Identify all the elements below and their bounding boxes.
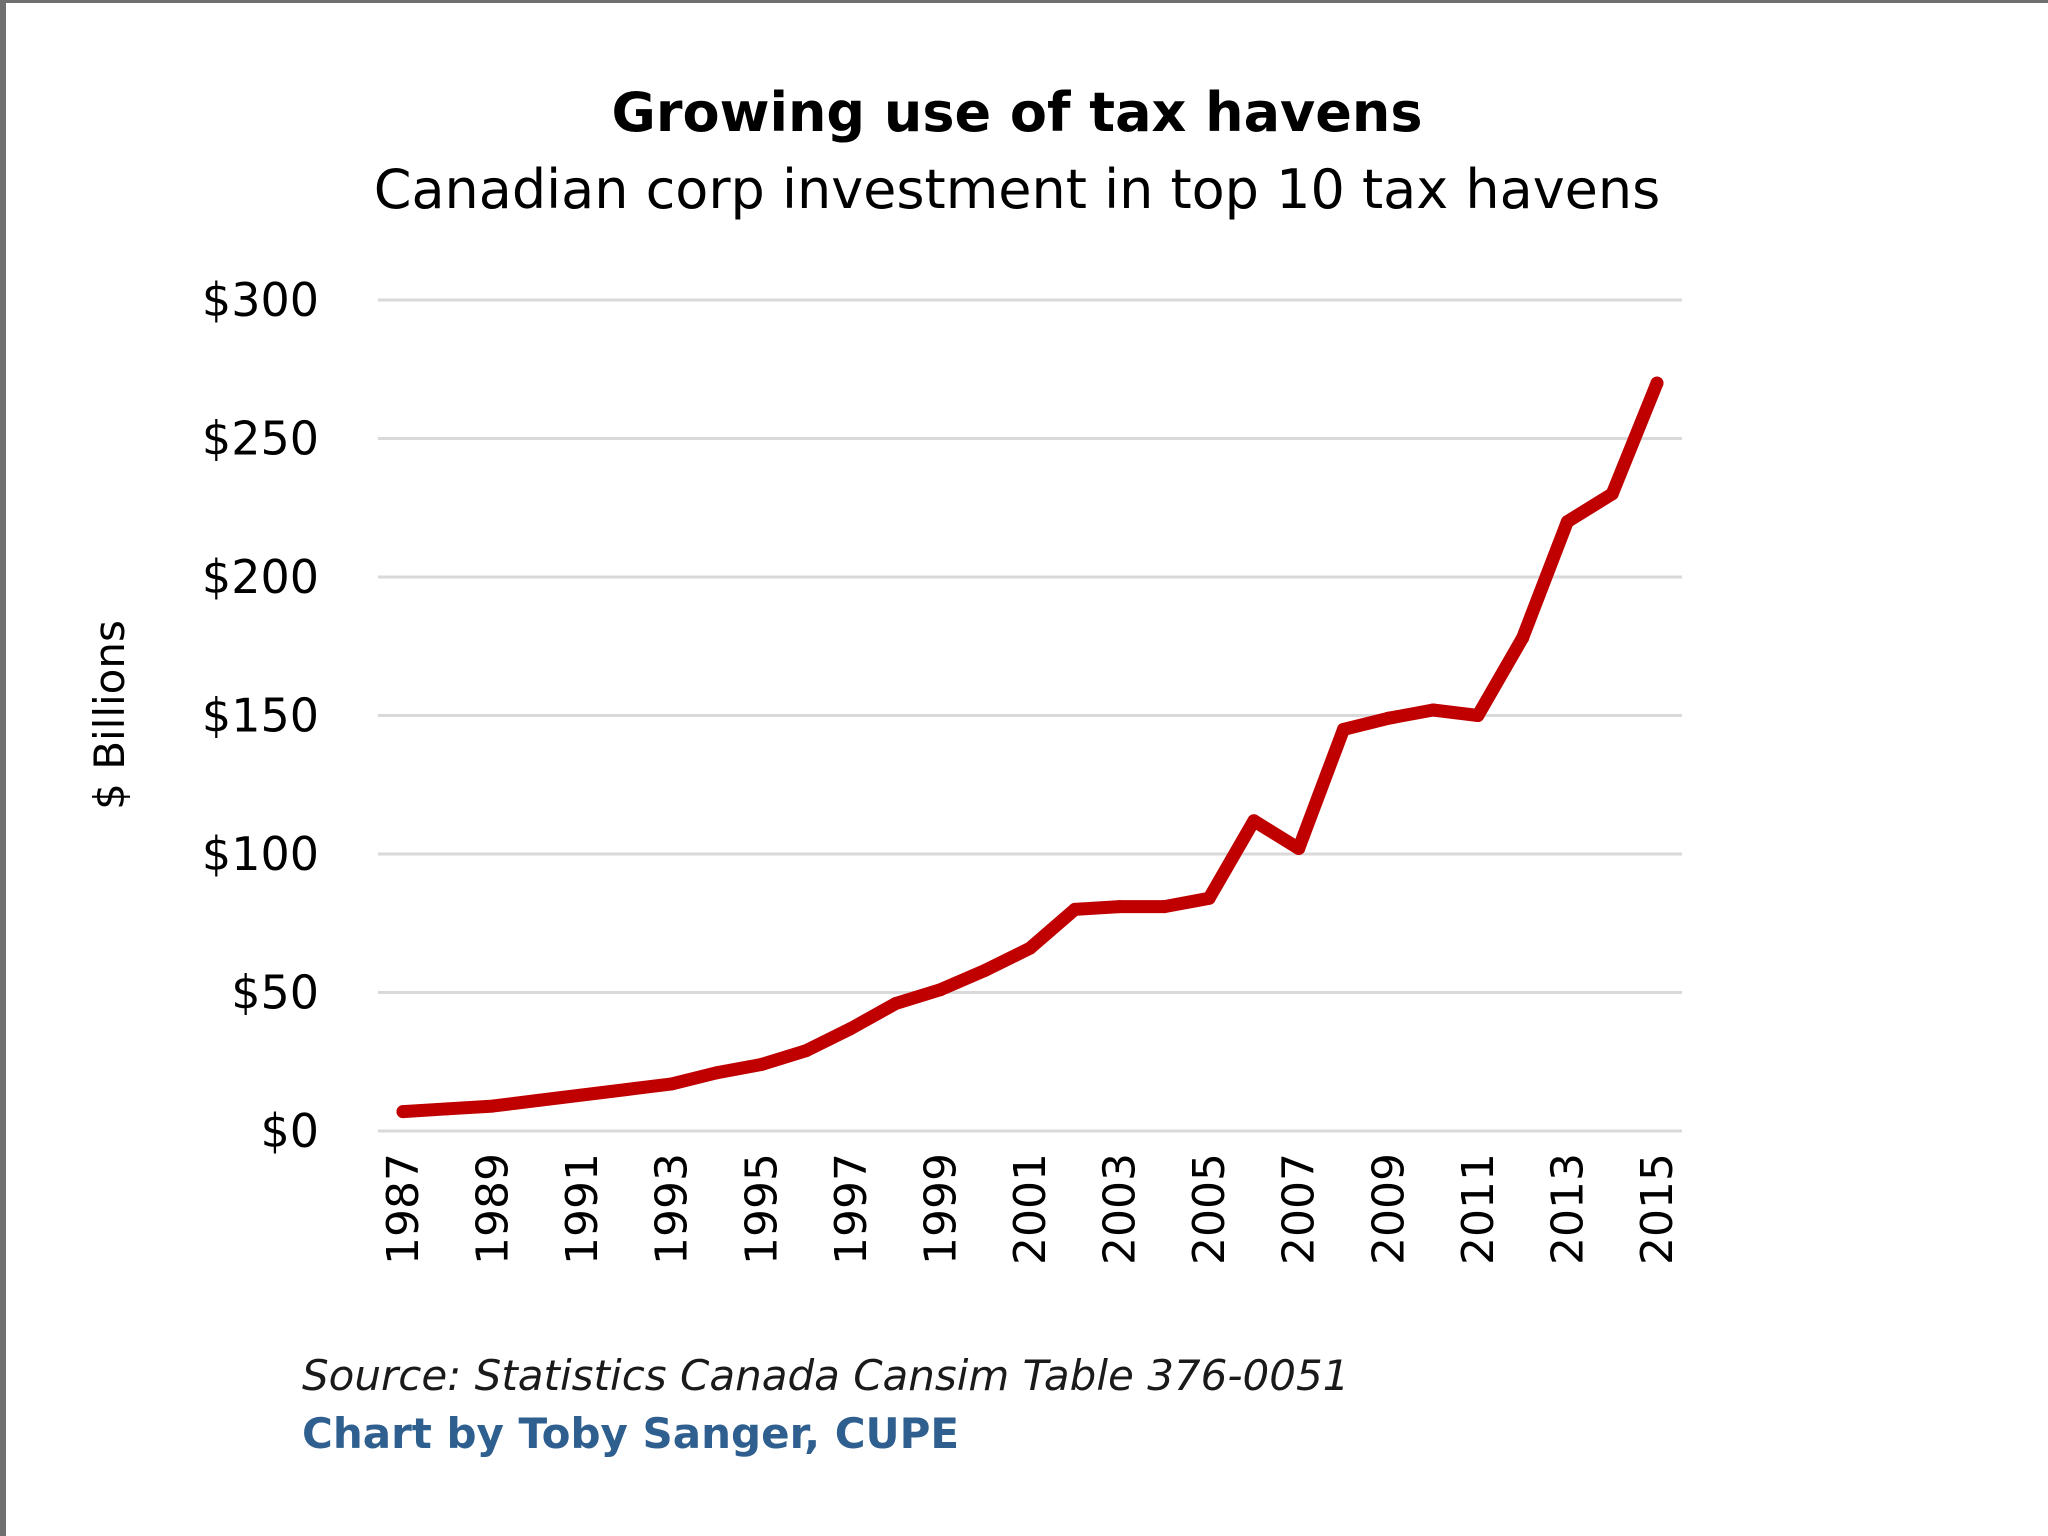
y-tick-label: $100 — [202, 827, 319, 881]
data-point — [530, 1094, 544, 1108]
y-tick-label: $300 — [202, 273, 319, 327]
x-tick-label: 1999 — [915, 1153, 966, 1265]
data-point — [1202, 891, 1216, 905]
y-tick-label: $0 — [260, 1104, 319, 1158]
chart-subtitle: Canadian corp investment in top 10 tax h… — [373, 158, 1661, 221]
x-tick-label: 1989 — [468, 1153, 519, 1265]
x-tick-label: 1991 — [557, 1153, 608, 1265]
x-tick-label: 1995 — [736, 1153, 787, 1265]
y-tick-label: $200 — [202, 550, 319, 604]
data-point — [1471, 709, 1485, 722]
x-tick-label: 2013 — [1542, 1153, 1593, 1265]
data-point — [1560, 515, 1574, 529]
x-tick-label: 1993 — [647, 1153, 698, 1265]
data-point — [1516, 631, 1530, 645]
data-point — [1337, 722, 1350, 736]
chart-frame: Growing use of tax havens Canadian corp … — [6, 3, 2048, 1536]
x-tick-label: 2015 — [1632, 1153, 1683, 1265]
x-tick-label: 1997 — [826, 1153, 877, 1265]
y-tick-label: $150 — [202, 689, 319, 743]
y-axis-label: $ Billions — [85, 620, 134, 810]
data-point — [1605, 487, 1619, 501]
data-point — [710, 1066, 723, 1080]
x-tick-label: 2011 — [1453, 1153, 1504, 1265]
data-point — [978, 963, 992, 977]
x-axis-ticks: 1987 1989 1991 1993 1995 1997 1999 2001 2003 2005… — [378, 1153, 1683, 1265]
data-point — [844, 1022, 858, 1036]
data-point — [1113, 900, 1127, 914]
series-line — [396, 376, 1664, 1119]
chart-title: Growing use of tax havens — [611, 81, 1423, 144]
x-tick-label: 2005 — [1184, 1153, 1235, 1265]
series-layer — [396, 376, 1664, 1119]
y-tick-label: $50 — [231, 966, 319, 1020]
data-point — [396, 1105, 410, 1119]
data-point — [620, 1082, 634, 1096]
data-point — [1023, 941, 1037, 955]
data-point — [1426, 703, 1440, 717]
data-point — [1381, 711, 1395, 725]
credit-note: Chart by Toby Sanger, CUPE — [302, 1409, 960, 1458]
data-point — [1650, 376, 1664, 390]
x-tick-label: 2001 — [1005, 1153, 1056, 1265]
x-tick-label: 1987 — [378, 1153, 429, 1265]
data-point — [754, 1058, 768, 1072]
source-note: Source: Statistics Canada Cansim Table 3… — [302, 1351, 1350, 1400]
line-chart: $0$50$100$150$200$250$300 1987 1989 1991 19… — [85, 273, 1683, 1265]
data-point — [1247, 814, 1261, 828]
data-point — [575, 1088, 589, 1102]
data-point — [1157, 900, 1171, 914]
data-point — [441, 1102, 455, 1116]
data-point — [889, 997, 903, 1011]
x-tick-label: 2003 — [1095, 1153, 1146, 1265]
data-point — [486, 1099, 500, 1113]
x-tick-label: 2009 — [1363, 1153, 1414, 1265]
gridlines — [378, 298, 1682, 1133]
y-axis-ticks: $0 $50 $100 $150 $200 $250 $300 — [202, 273, 319, 1158]
data-point — [799, 1044, 813, 1058]
data-point — [665, 1077, 679, 1091]
data-point — [1068, 902, 1082, 916]
y-tick-label: $250 — [202, 412, 319, 466]
data-point — [1292, 841, 1306, 855]
x-tick-label: 2007 — [1274, 1153, 1325, 1265]
data-point — [933, 983, 947, 997]
